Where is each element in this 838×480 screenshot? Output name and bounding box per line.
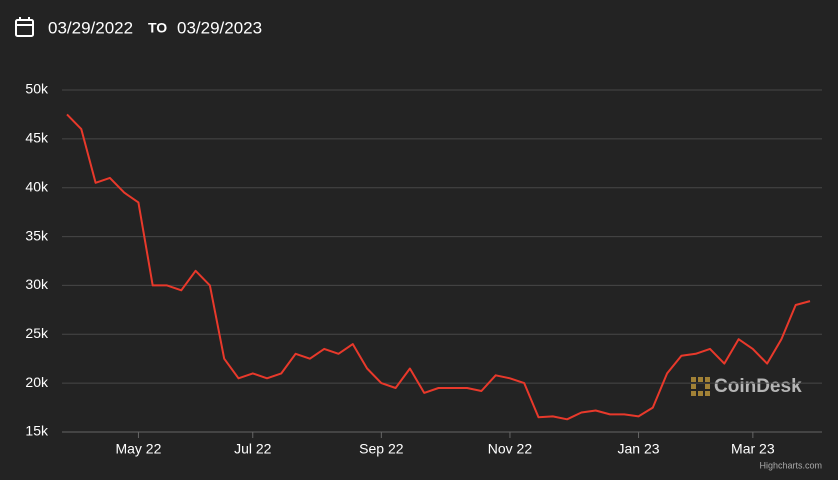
date-separator: TO (148, 20, 167, 36)
y-tick-label: 35k (25, 227, 49, 243)
y-tick-label: 30k (25, 276, 49, 292)
watermark: CoinDesk (714, 376, 802, 397)
watermark-logo (691, 377, 710, 396)
x-tick-label: May 22 (115, 441, 161, 457)
x-tick-label: Sep 22 (359, 441, 404, 457)
y-tick-label: 45k (25, 130, 49, 146)
y-tick-label: 20k (25, 374, 49, 390)
price-line (66, 113, 811, 421)
x-tick-label: Jan 23 (618, 441, 660, 457)
y-tick-label: 50k (25, 81, 49, 97)
date-from: 03/29/2022 (48, 18, 133, 37)
credits: Highcharts.com (759, 460, 822, 470)
x-tick-label: Nov 22 (488, 441, 533, 457)
y-tick-label: 40k (25, 178, 49, 194)
date-to: 03/29/2023 (177, 18, 262, 37)
x-tick-label: Jul 22 (234, 441, 272, 457)
x-tick-label: Mar 23 (731, 441, 775, 457)
y-tick-label: 25k (25, 325, 49, 341)
calendar-icon (15, 17, 34, 37)
y-tick-label: 15k (25, 423, 49, 439)
